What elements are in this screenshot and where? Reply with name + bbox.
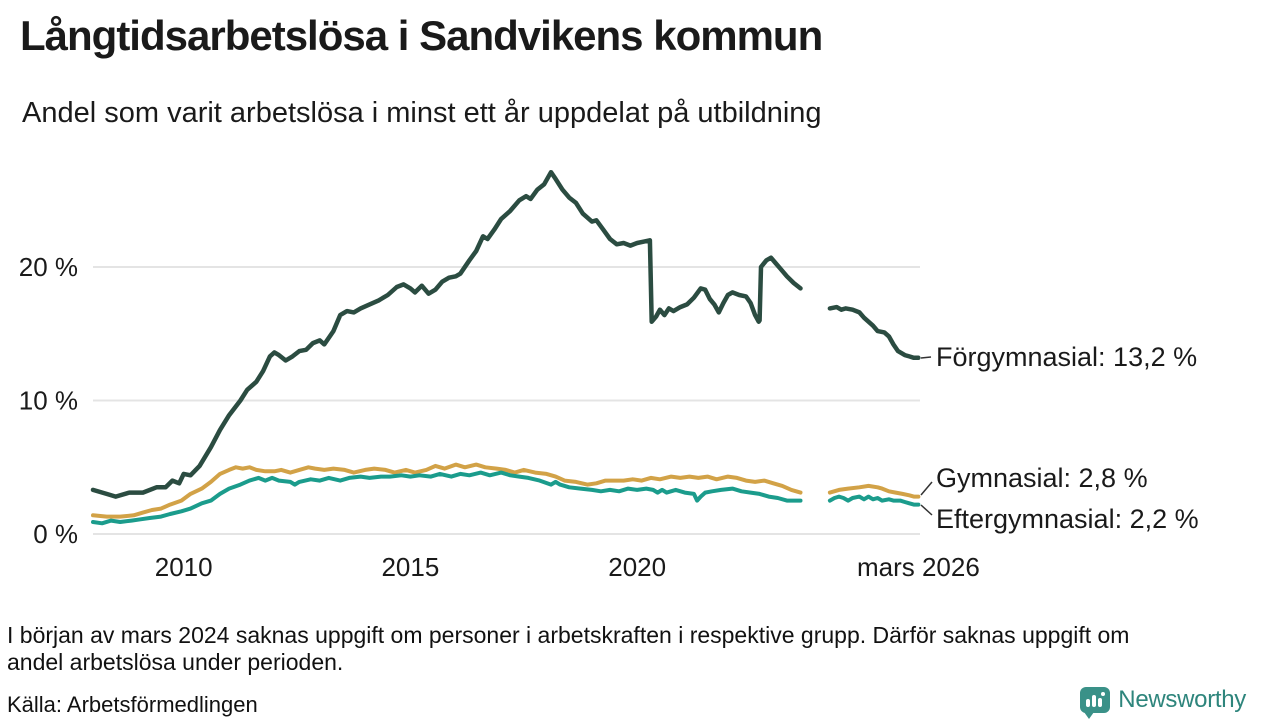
x-tick-label: mars 2026	[857, 552, 980, 582]
logo-bar-icon	[1092, 695, 1097, 707]
logo-dot-icon	[1101, 692, 1106, 696]
line-chart: 0 % 10 % 20 % 2010 2015 2020 mars 2026 Förgymna…	[19, 169, 1199, 582]
series-line-gymnasial	[827, 483, 921, 499]
label-connector-gymnasial	[920, 481, 933, 496]
series-line-gymnasial	[91, 462, 803, 519]
label-connector-eftergymnasial	[920, 504, 933, 516]
footnote-line-2: andel arbetslösa under perioden.	[7, 649, 344, 675]
y-tick-label: 0 %	[33, 519, 78, 549]
series-line-eftergymnasial	[91, 470, 803, 526]
x-tick-label: 2010	[155, 552, 213, 582]
source-label: Källa: Arbetsförmedlingen	[7, 692, 258, 717]
series-end-label-eftergymnasial: Eftergymnasial: 2,2 %	[936, 504, 1199, 534]
series-line-frgymnasial	[90, 169, 803, 499]
series-line-eftergymnasial	[827, 494, 921, 507]
newsworthy-logo-text: Newsworthy	[1118, 686, 1246, 713]
series-end-label-frgymnasial: Förgymnasial: 13,2 %	[936, 342, 1197, 372]
logo-bar-icon	[1086, 699, 1091, 707]
newsworthy-chart-bubble-icon	[1080, 687, 1111, 719]
newsworthy-logo: Newsworthy	[1080, 686, 1246, 719]
x-tick-label: 2015	[381, 552, 439, 582]
page-title: Långtidsarbetslösa i Sandvikens kommun	[20, 12, 823, 59]
x-tick-label: 2020	[608, 552, 666, 582]
series-line-frgymnasial	[827, 304, 921, 361]
label-connector-frgymnasial	[920, 356, 932, 359]
y-tick-label: 20 %	[19, 252, 78, 282]
series-end-label-gymnasial: Gymnasial: 2,8 %	[936, 463, 1148, 493]
chart-footnote: I början av mars 2024 saknas uppgift om …	[7, 622, 1257, 676]
footnote-line-1: I början av mars 2024 saknas uppgift om …	[7, 622, 1130, 648]
page-subtitle: Andel som varit arbetslösa i minst ett å…	[22, 97, 822, 129]
logo-bar-icon	[1098, 698, 1103, 707]
y-tick-label: 10 %	[19, 386, 78, 416]
